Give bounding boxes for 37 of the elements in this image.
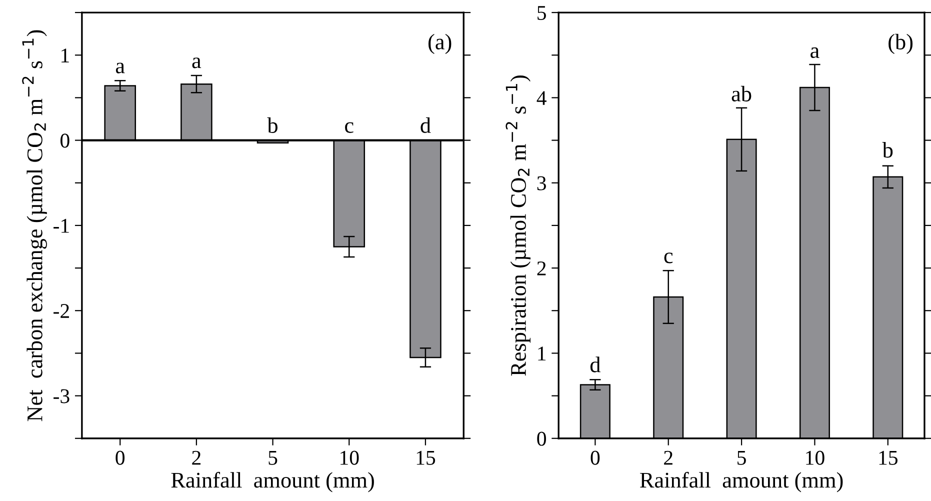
y-tick-label: 3: [537, 176, 546, 190]
x-tick-label: 0: [116, 450, 125, 465]
x-tick-label: 10: [340, 450, 359, 465]
x-tick-label: 5: [268, 450, 278, 465]
x-tick-label: 15: [416, 450, 436, 465]
annotation: (a): [428, 34, 452, 54]
x-tick-label: 2: [664, 450, 672, 465]
y-tick-label: -3: [54, 389, 70, 404]
annotation: d: [590, 356, 600, 372]
annotation: (b): [888, 34, 913, 54]
annotation: b: [267, 117, 278, 133]
y-tick-label: -1: [54, 218, 69, 233]
annotation: a: [810, 47, 820, 58]
y-axis-title: Net carbon exchange (µmol CO$_{2}$ m$^{−2}$ s$^{−1}$): [22, 30, 47, 422]
annotation: ab: [732, 86, 752, 102]
x-tick-label: 0: [590, 450, 600, 465]
y-tick-label: 5: [538, 6, 546, 20]
annotation: c: [345, 122, 354, 133]
y-axis-title: Respiration (µmol CO$_{2}$ m$^{−2}$ s$^{−1}$): [506, 76, 530, 376]
y-tick-label: 2: [537, 261, 546, 276]
y-tick-label: 1: [62, 48, 69, 62]
y-tick-label: -2: [54, 304, 69, 318]
y-tick-label: 0: [537, 432, 546, 446]
annotation: a: [192, 58, 202, 68]
x-tick-label: 15: [879, 450, 898, 465]
y-tick-label: 4: [536, 91, 546, 105]
y-tick-label: 1: [538, 346, 546, 360]
y-tick-label: 0: [60, 134, 70, 148]
annotation: a: [116, 62, 125, 74]
annotation: b: [882, 142, 893, 158]
annotation: d: [420, 117, 431, 133]
x-axis-title: Rainfall amount (mm): [171, 472, 374, 492]
x-tick-label: 5: [738, 450, 746, 465]
annotation: c: [664, 252, 673, 264]
x-axis-title: Rainfall amount (mm): [640, 472, 843, 492]
x-tick-label: 2: [192, 450, 200, 465]
x-tick-label: 10: [806, 450, 824, 465]
